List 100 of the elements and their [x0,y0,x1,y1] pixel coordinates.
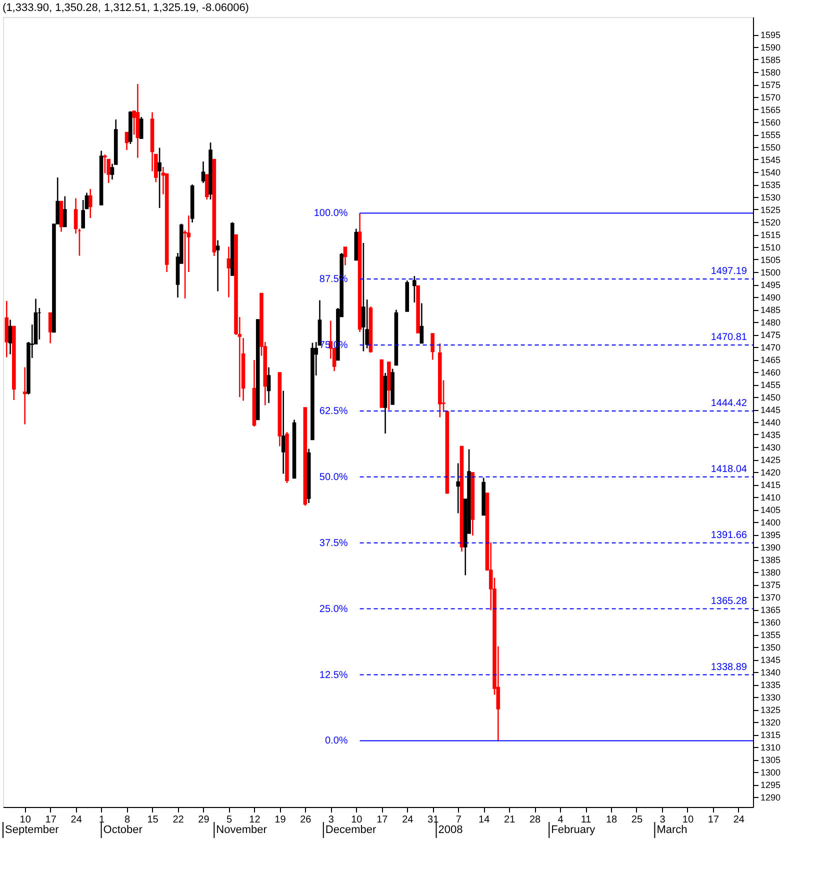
annotation: 0.0% [325,736,348,747]
y-tick-label: 1435 [760,430,781,440]
x-tick-label: 10 [20,814,32,826]
y-tick-label: 1455 [760,380,781,390]
y-tick-label: 1305 [760,755,781,765]
y-tick-label: 1300 [760,768,781,778]
candlestick [158,147,162,209]
annotation: 62.5% [319,406,348,417]
y-tick-label: 1420 [760,468,781,478]
x-tick-label: 24 [70,814,82,826]
y-tick-label: 1520 [760,218,781,228]
candlestick [266,366,271,404]
y-tick-label: 1340 [760,668,781,678]
annotation: 25.0% [319,604,348,615]
x-tick-label: 10 [351,814,363,826]
y-tick-label: 1490 [760,292,781,302]
chart-title: (1,333.90, 1,350.28, 1,312.51, 1,325.19, -8.06006) [2,2,249,14]
candlestick [420,302,424,344]
x-tick-label: 24 [733,814,745,826]
y-tick-label: 1330 [760,692,781,702]
candlestick [124,132,129,151]
x-tick-label: 31 [428,814,440,826]
y-tick-label: 1410 [760,492,781,502]
y-tick-label: 1450 [760,392,781,402]
y-tick-label: 1370 [760,592,781,602]
y-tick-label: 1465 [760,355,781,365]
y-tick-label: 1515 [760,230,781,240]
y-tick-label: 1320 [760,718,781,728]
y-tick-label: 1570 [760,92,781,102]
text: November [216,824,268,836]
candlestick [103,154,107,174]
y-tick-label: 1315 [760,730,781,740]
x-tick-label: 3 [660,814,666,826]
ref-line-label: 1391.66 [710,530,748,541]
x-tick-label: 10 [682,814,694,826]
candlestick [343,246,348,266]
candlestick [216,240,220,292]
x-tick-label: 21 [504,814,516,826]
y-tick-label: 1475 [760,330,781,340]
y-tick-label: 1390 [760,542,781,552]
text: October [103,824,143,836]
x-tick-label: 28 [529,814,542,826]
y-tick-label: 1480 [760,318,781,328]
x-tick-label: 5 [226,814,232,826]
x-tick-label: 29 [198,814,210,826]
x-tick-label: 14 [478,814,490,826]
x-tick-label: 12 [249,814,261,826]
y-tick-label: 1510 [760,242,781,252]
y-tick-label: 1565 [760,105,781,115]
y-tick-label: 1430 [760,442,781,452]
y-tick-label: 1575 [760,80,781,90]
x-tick-label: 25 [631,814,643,826]
y-tick-label: 1290 [760,792,781,802]
x-tick-label: 17 [708,814,720,826]
x-tick-label: 3 [328,814,334,826]
text: December [325,824,376,836]
candlestick [412,275,416,304]
y-tick-label: 1375 [760,580,781,590]
candlestick [22,366,27,425]
y-tick-label: 1380 [760,568,781,578]
y-tick-label: 1360 [760,618,781,628]
y-tick-label: 1530 [760,192,781,202]
y-tick-label: 1400 [760,518,781,528]
y-tick-label: 1485 [760,305,781,315]
x-tick-label: 17 [376,814,388,826]
y-tick-label: 1595 [760,30,781,40]
text: March [656,824,688,836]
text: February [551,824,596,836]
candlestick [81,199,85,229]
ref-line-label: 1470.81 [710,332,748,343]
x-tick-label: 22 [172,814,184,826]
candlestick [430,332,435,360]
y-tick-label: 1345 [760,655,781,665]
y-tick-label: 1350 [760,642,781,652]
candlestick [62,196,67,228]
y-tick-label: 1395 [760,530,781,540]
y-tick-label: 1445 [760,405,781,415]
y-tick-label: 1355 [760,630,781,640]
y-tick-label: 1385 [760,555,781,565]
x-tick-label: 18 [606,814,618,826]
y-tick-label: 1470 [760,342,781,352]
y-tick-label: 1365 [760,605,781,615]
x-tick-label: 1 [99,814,106,826]
ref-line-label: 1365.28 [710,596,748,607]
annotation: 100.0% [314,208,348,220]
candlestick [201,160,206,184]
y-tick-label: 1335 [760,680,781,690]
candlestick [74,198,78,234]
x-tick-label: 8 [124,814,131,826]
x-tick-label: 26 [300,814,312,826]
ref-line-label: 1338.89 [710,662,748,673]
candlestick [281,390,286,474]
x-tick-label: 24 [402,814,414,826]
y-tick-label: 1580 [760,68,781,78]
candlestick [88,188,92,219]
text: 2008 [438,824,463,836]
annotation: 12.5% [319,670,348,681]
x-tick-label: 11 [580,814,592,826]
y-tick-label: 1425 [760,455,781,465]
x-tick-label: 19 [274,814,286,826]
